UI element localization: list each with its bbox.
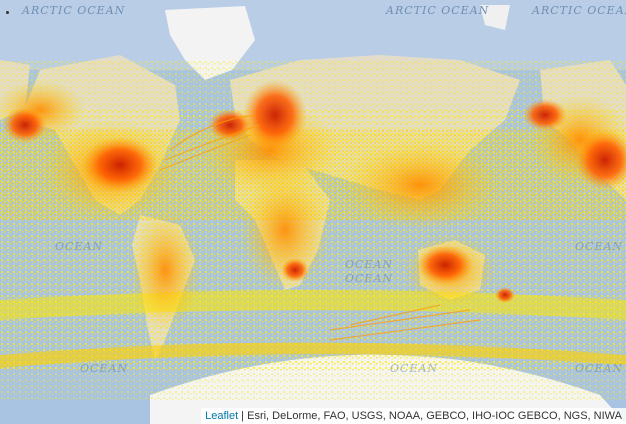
marker-dot [6, 11, 9, 14]
ocean-label: ARCTIC OCEAN [386, 4, 490, 17]
ocean-label: OCEAN [55, 240, 104, 253]
ocean-label: ARCTIC OCEAN [22, 4, 126, 17]
ocean-label: OCEAN [575, 362, 624, 375]
leaflet-link[interactable]: Leaflet [205, 410, 239, 422]
attribution-text: Esri, DeLorme, FAO, USGS, NOAA, GEBCO, I… [247, 410, 622, 422]
ocean-label: OCEAN [80, 362, 129, 375]
attribution-control: Leaflet | Esri, DeLorme, FAO, USGS, NOAA… [201, 408, 626, 424]
ocean-label: ARCTIC OCEAN [532, 4, 626, 17]
ocean-label: OCEAN [390, 362, 439, 375]
attribution-separator: | [238, 410, 248, 422]
ocean-label: OCEAN [345, 272, 394, 285]
ocean-label: OCEAN [345, 258, 394, 271]
ocean-label: OCEAN [575, 240, 624, 253]
